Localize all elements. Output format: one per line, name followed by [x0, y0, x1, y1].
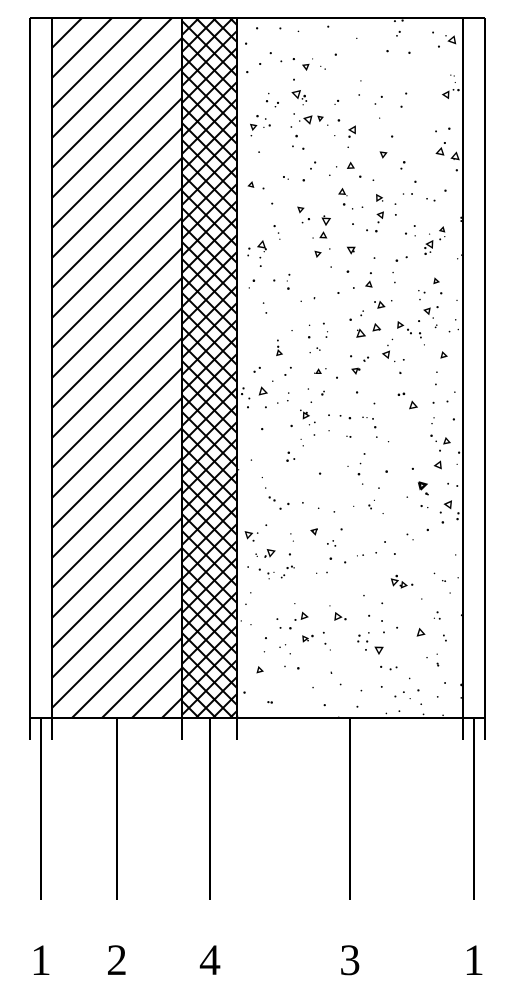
layer-label-1-right: 1 [463, 935, 485, 986]
diagram-container: 1 2 4 3 1 [0, 0, 517, 1000]
layer-label-1-left: 1 [30, 935, 52, 986]
layer-label-4: 4 [199, 935, 221, 986]
cross-section-svg [0, 0, 517, 1000]
layer-label-3: 3 [339, 935, 361, 986]
layer-label-2: 2 [106, 935, 128, 986]
